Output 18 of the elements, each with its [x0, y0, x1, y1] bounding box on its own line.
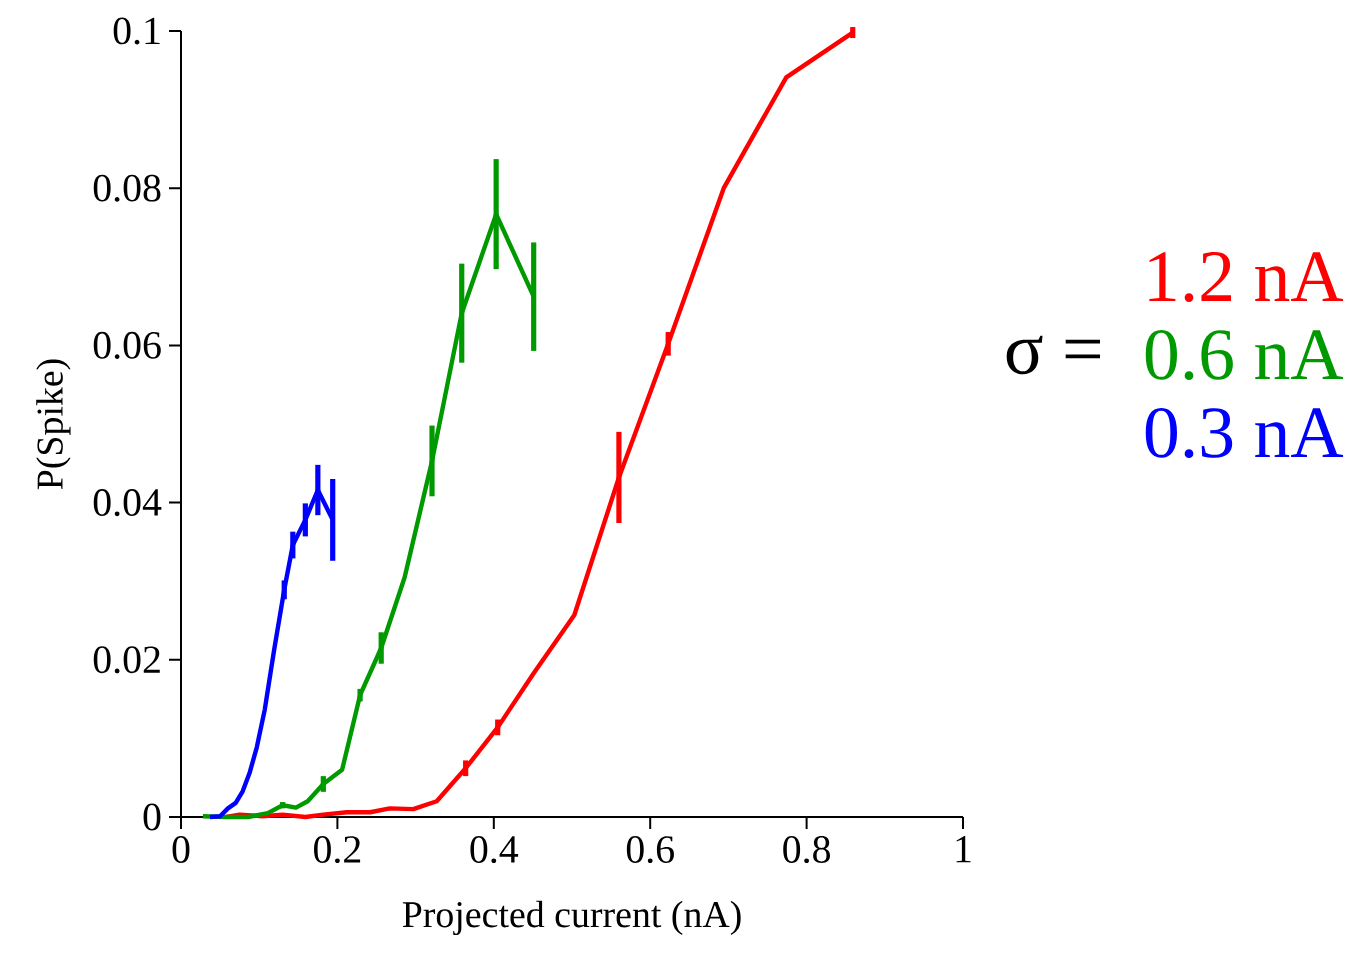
y-axis-title: P(Spike) [36, 359, 71, 490]
x-tick-label: 0.4 [470, 836, 519, 864]
x-tick-label: 1 [956, 836, 971, 863]
x-tick-label: 0.2 [314, 836, 361, 864]
x-tick-label: 0 [172, 836, 190, 863]
y-tick-label: 0.08 [93, 174, 161, 202]
text: 1.2 nA [1149, 252, 1344, 302]
legend-title: σ = [1006, 335, 1100, 375]
y-tick-label: 0.1 [113, 17, 160, 45]
text: 0.6 nA [1145, 329, 1344, 381]
text: 0.3 nA [1145, 407, 1344, 459]
x-axis-title: Projected current (nA) [402, 900, 741, 936]
x-tick-label: 0.6 [626, 836, 674, 864]
y-tick-label: 0.06 [93, 331, 161, 359]
y-tick-label: 0.04 [93, 489, 162, 517]
y-tick-label: 0.02 [93, 646, 160, 674]
y-tick-label: 0 [143, 803, 161, 831]
x-tick-label: 0.8 [783, 836, 830, 864]
